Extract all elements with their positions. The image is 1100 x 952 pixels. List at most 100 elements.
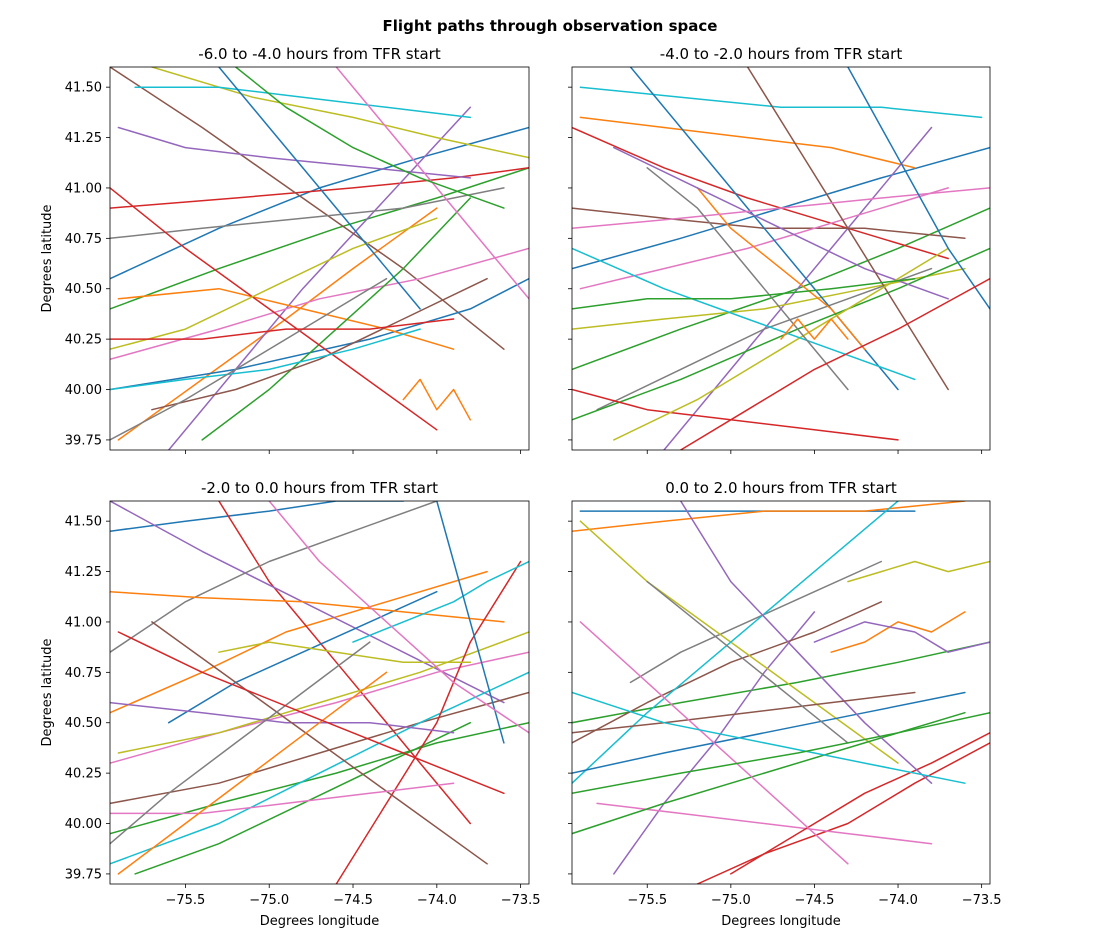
flight-path-19 [352, 560, 529, 643]
y-tick-label: 41.00 [65, 615, 102, 630]
flight-paths [110, 501, 529, 884]
subplot-title: 0.0 to 2.0 hours from TFR start [665, 479, 897, 497]
flight-path-11 [110, 277, 529, 391]
flight-path-12 [117, 287, 455, 350]
x-tick-label: −73.5 [501, 893, 541, 908]
y-tick-label: 41.25 [65, 131, 102, 146]
flight-path-7 [110, 651, 529, 764]
flight-path-15 [679, 501, 933, 784]
flight-path-19 [572, 691, 966, 784]
flight-path-2 [117, 207, 438, 441]
flight-path-11 [167, 590, 438, 724]
flight-path-15 [110, 701, 455, 734]
flight-path-23 [117, 631, 505, 795]
y-tick-label: 41.50 [65, 515, 102, 530]
flight-path-12 [110, 590, 505, 623]
flight-path-3 [572, 641, 990, 724]
x-axis-label: Degrees longitude [721, 914, 840, 929]
subplot-title: -2.0 to 0.0 hours from TFR start [201, 479, 438, 497]
subplot-3: −75.5 −75.0 −74.5 −74.0 −73.5 39.75 40.00 40.25… [40, 479, 541, 929]
y-axis-label: Degrees latitude [40, 638, 55, 746]
flight-path-19 [572, 247, 916, 381]
flight-path-17 [110, 782, 455, 815]
subplot-grid: 39.75 40.00 40.25 40.50 40.75 41.00 41.25 41.50… [40, 45, 1002, 929]
flight-path-22 [436, 501, 505, 744]
subplot-title: -4.0 to -2.0 hours from TFR start [660, 45, 903, 63]
x-tick-label: −74.0 [417, 893, 457, 908]
flight-path-13 [134, 721, 472, 875]
flight-path-21 [780, 318, 849, 340]
y-tick-label: 40.00 [65, 383, 102, 398]
flight-path-18 [847, 560, 990, 583]
x-axis-label: Degrees longitude [260, 914, 379, 929]
y-tick-label: 41.25 [65, 565, 102, 580]
y-tick-label: 40.00 [65, 817, 102, 832]
y-tick-label: 41.50 [65, 81, 102, 96]
flight-path-4 [218, 501, 472, 825]
flight-path-8 [110, 187, 505, 240]
flight-path-7 [596, 802, 933, 845]
flight-path-11 [572, 691, 966, 774]
flight-path-18 [218, 641, 472, 664]
axes-frame [571, 500, 991, 885]
flight-path-1 [110, 501, 405, 532]
flight-path-8 [596, 267, 933, 411]
subplot-2: -4.0 to -2.0 hours from TFR start [568, 45, 991, 454]
flight-path-10 [579, 86, 983, 119]
flight-path-4 [572, 126, 949, 260]
y-tick-label: 41.00 [65, 181, 102, 196]
flight-paths [572, 67, 990, 450]
flight-path-16 [572, 691, 916, 734]
flight-path-16 [746, 67, 949, 391]
flight-path-14 [110, 187, 438, 431]
flight-path-2 [110, 570, 488, 714]
flight-path-20 [110, 641, 371, 845]
flight-path-21 [572, 711, 990, 795]
flight-path-17 [572, 187, 990, 230]
axes-frame [571, 66, 991, 451]
flight-path-4 [110, 167, 529, 209]
flight-path-16 [151, 277, 488, 411]
subplot-4: −75.5 −75.0 −74.5 −74.0 −73.5 0.0 to 2.0 hour… [568, 479, 1002, 929]
flight-path-18 [110, 217, 438, 350]
flight-paths [572, 501, 990, 884]
subplot-title: -6.0 to -4.0 hours from TFR start [198, 45, 441, 63]
flight-path-21 [117, 671, 388, 875]
flight-path-6 [110, 67, 505, 350]
flight-path-15 [613, 146, 949, 300]
figure-suptitle: Flight paths through observation space [383, 17, 718, 35]
x-tick-label: −75.0 [711, 893, 751, 908]
y-tick-label: 39.75 [65, 867, 102, 882]
flight-path-6 [110, 691, 529, 805]
x-tick-label: −74.5 [333, 893, 373, 908]
flight-path-17 [335, 67, 529, 300]
flight-path-22 [218, 67, 421, 310]
flight-path-20 [646, 167, 849, 391]
y-tick-label: 40.50 [65, 716, 102, 731]
flight-path-23 [110, 318, 455, 340]
flight-path-5 [663, 126, 933, 450]
flight-path-8 [629, 560, 883, 684]
flight-path-20 [110, 277, 388, 441]
subplot-1: 39.75 40.00 40.25 40.50 40.75 41.00 41.25 41.50… [40, 45, 530, 454]
flight-path-23 [572, 277, 916, 310]
flight-path-17 [579, 621, 849, 865]
x-tick-label: −75.0 [249, 893, 289, 908]
y-tick-label: 40.25 [65, 333, 102, 348]
flight-paths [110, 67, 529, 450]
x-tick-label: −73.5 [962, 893, 1002, 908]
x-tick-label: −74.5 [795, 893, 835, 908]
flight-path-19 [110, 328, 421, 391]
flight-path-15 [117, 126, 472, 179]
flight-path-9 [117, 631, 529, 754]
flight-path-10 [110, 671, 529, 865]
flight-path-3 [110, 167, 529, 310]
y-tick-label: 40.50 [65, 282, 102, 297]
axes-frame [109, 66, 530, 451]
flight-path-20 [646, 580, 849, 744]
flight-path-6 [572, 601, 883, 744]
flight-path-2 [572, 501, 966, 532]
axes-frame [109, 500, 530, 885]
